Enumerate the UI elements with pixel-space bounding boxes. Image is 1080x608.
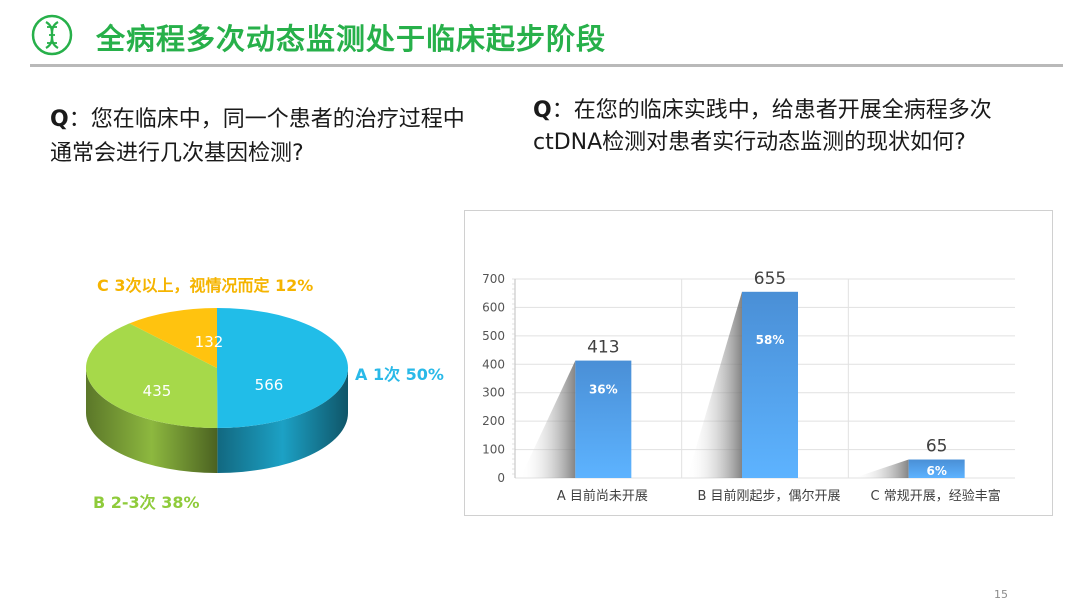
y-tick-label: 200	[482, 414, 505, 428]
pie-category-label: C 3次以上，视情况而定 12%	[97, 276, 313, 295]
question-right-prefix: Q	[533, 98, 552, 123]
pie-value-label: 132	[195, 333, 224, 351]
bar	[908, 459, 965, 478]
pie-category-label: A 1次 50%	[355, 365, 444, 384]
page-number: 15	[994, 588, 1008, 601]
y-tick-label: 0	[497, 471, 505, 485]
dna-logo-icon	[31, 14, 73, 56]
x-category-label: C 常规开展，经验丰富	[871, 488, 1001, 504]
bar-value-label: 655	[754, 269, 786, 289]
x-category-label: A 目前尚未开展	[557, 488, 648, 504]
pie-chart: 566 435 132 A 1次 50% B 2-3次 38% C 3次以上，视情况而定 …	[85, 276, 444, 512]
bar-value-label: 65	[926, 437, 948, 457]
pie-slice-2	[129, 308, 217, 368]
y-tick-label: 700	[482, 272, 505, 286]
y-tick-label: 500	[482, 329, 505, 343]
bar-shadow	[687, 291, 742, 478]
y-tick-label: 600	[482, 300, 505, 314]
bar	[742, 291, 798, 478]
bar-shadow	[853, 459, 909, 478]
x-category-label: B 目前刚起步，偶尔开展	[697, 488, 840, 504]
pie-side-0	[217, 368, 348, 473]
pie-side-1	[86, 368, 218, 473]
bar-chart-frame: 0 100 200 300 400 500 600 700 413 36% A 目前尚未开展 655 5…	[464, 210, 1053, 516]
bar-shadow	[520, 360, 576, 478]
bar	[575, 360, 632, 478]
title-divider	[30, 64, 1063, 67]
pie-value-label: 435	[143, 382, 172, 400]
question-right: Q：在您的临床实践中，给患者开展全病程多次ctDNA检测对患者实行动态监测的现状…	[533, 95, 1053, 159]
pie-slice-1	[85, 323, 218, 428]
question-left-text: ：您在临床中，同一个患者的治疗过程中通常会进行几次基因检测?	[50, 107, 465, 166]
y-tick-label: 100	[482, 443, 505, 457]
pie-slice-0	[217, 308, 349, 428]
bar-percent-label: 58%	[756, 333, 785, 347]
y-tick-label: 300	[482, 386, 505, 400]
y-tick-label: 400	[482, 357, 505, 371]
bar-value-label: 413	[587, 338, 619, 358]
bar-percent-label: 6%	[926, 464, 946, 478]
slide-title: 全病程多次动态监测处于临床起步阶段	[96, 22, 607, 56]
pie-category-label: B 2-3次 38%	[93, 493, 200, 512]
question-left: Q：您在临床中，同一个患者的治疗过程中通常会进行几次基因检测?	[50, 103, 470, 171]
pie-value-label: 566	[255, 376, 284, 394]
bar-percent-label: 36%	[589, 382, 618, 396]
bar-chart: 0 100 200 300 400 500 600 700 413 36% A 目前尚未开展 655 5…	[482, 269, 1015, 504]
question-left-prefix: Q	[50, 107, 69, 132]
question-right-text: ：在您的临床实践中，给患者开展全病程多次ctDNA检测对患者实行动态监测的现状如…	[533, 98, 992, 155]
